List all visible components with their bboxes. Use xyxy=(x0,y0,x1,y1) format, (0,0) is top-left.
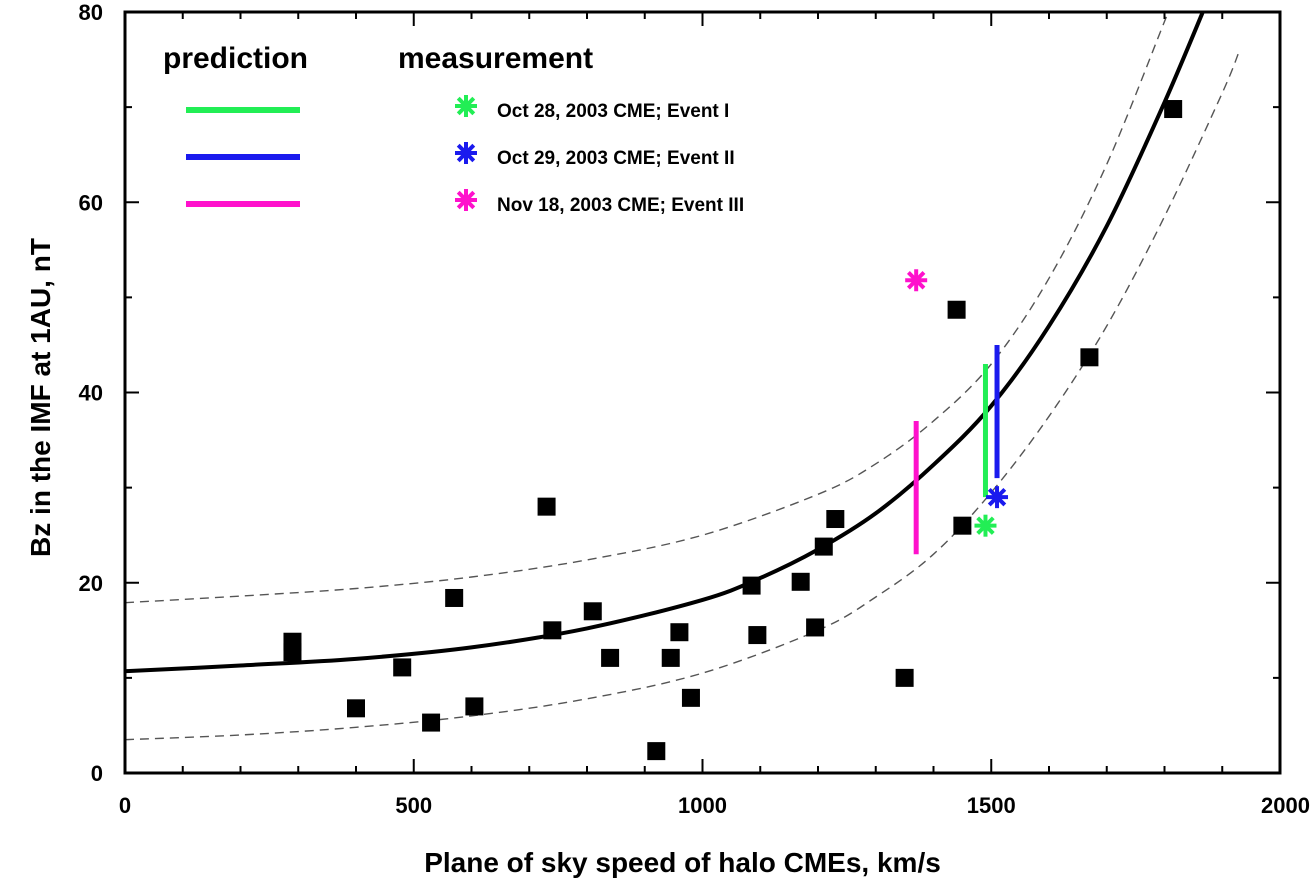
data-points xyxy=(283,100,1183,761)
data-point xyxy=(543,621,562,640)
x-tick-label: 500 xyxy=(395,793,432,818)
legend-measurement-swatch xyxy=(455,142,477,164)
tick-labels: 0 500 1000 1500 2000 0 20 40 60 80 xyxy=(79,0,1310,818)
axis-ticks xyxy=(124,11,1281,774)
data-point xyxy=(537,497,556,516)
data-point xyxy=(422,713,441,732)
lower-band-line xyxy=(125,49,1241,741)
data-point xyxy=(670,623,689,642)
legend-prediction-header: prediction xyxy=(163,42,308,75)
data-point xyxy=(826,510,845,529)
data-point xyxy=(347,699,365,718)
data-point xyxy=(947,300,966,319)
data-point xyxy=(895,668,914,687)
legend-measurement-swatch xyxy=(455,189,477,211)
x-tick-label: 1500 xyxy=(967,793,1016,818)
legend-entry-label: Oct 28, 2003 CME; Event I xyxy=(497,101,729,122)
data-point xyxy=(601,648,620,667)
legend-entry-label: Nov 18, 2003 CME; Event III xyxy=(497,195,744,216)
data-point xyxy=(742,576,761,595)
legend-entry-label: Oct 29, 2003 CME; Event II xyxy=(497,148,735,169)
x-tick-label: 1000 xyxy=(678,793,727,818)
legend: prediction measurement Oct 28, 2003 CME;… xyxy=(163,42,744,216)
data-point xyxy=(791,572,810,591)
data-point xyxy=(1080,348,1099,367)
data-point xyxy=(814,537,833,556)
x-tick-label: 2000 xyxy=(1261,793,1310,818)
data-point xyxy=(1164,100,1183,119)
y-tick-label: 80 xyxy=(79,0,103,25)
legend-measurement-swatch xyxy=(455,95,477,117)
x-axis-title: Plane of sky speed of halo CMEs, km/s xyxy=(424,847,941,878)
data-point xyxy=(647,742,666,761)
y-tick-label: 0 xyxy=(91,761,103,786)
data-point xyxy=(445,588,464,607)
measurement-marker xyxy=(986,486,1009,509)
confidence-bands xyxy=(125,12,1241,741)
data-point xyxy=(661,648,680,667)
event-markers xyxy=(905,269,1009,555)
legend-entries: Oct 28, 2003 CME; Event I Oct 29, 2003 CM… xyxy=(186,95,744,216)
data-point xyxy=(681,688,700,707)
data-point xyxy=(465,697,484,716)
data-point xyxy=(748,626,767,645)
data-point xyxy=(393,658,412,677)
measurement-marker xyxy=(905,269,928,292)
data-point xyxy=(583,602,602,621)
measurement-marker xyxy=(974,514,997,537)
y-tick-label: 20 xyxy=(79,571,103,596)
upper-band-line xyxy=(125,12,1170,604)
data-point xyxy=(283,643,302,662)
y-tick-label: 60 xyxy=(79,190,103,215)
data-point xyxy=(806,618,825,637)
x-tick-label: 0 xyxy=(119,793,131,818)
data-point xyxy=(953,516,972,535)
y-axis-title: Bz in the IMF at 1AU, nT xyxy=(25,238,56,557)
y-tick-label: 40 xyxy=(79,381,103,406)
legend-measurement-header: measurement xyxy=(398,42,593,75)
